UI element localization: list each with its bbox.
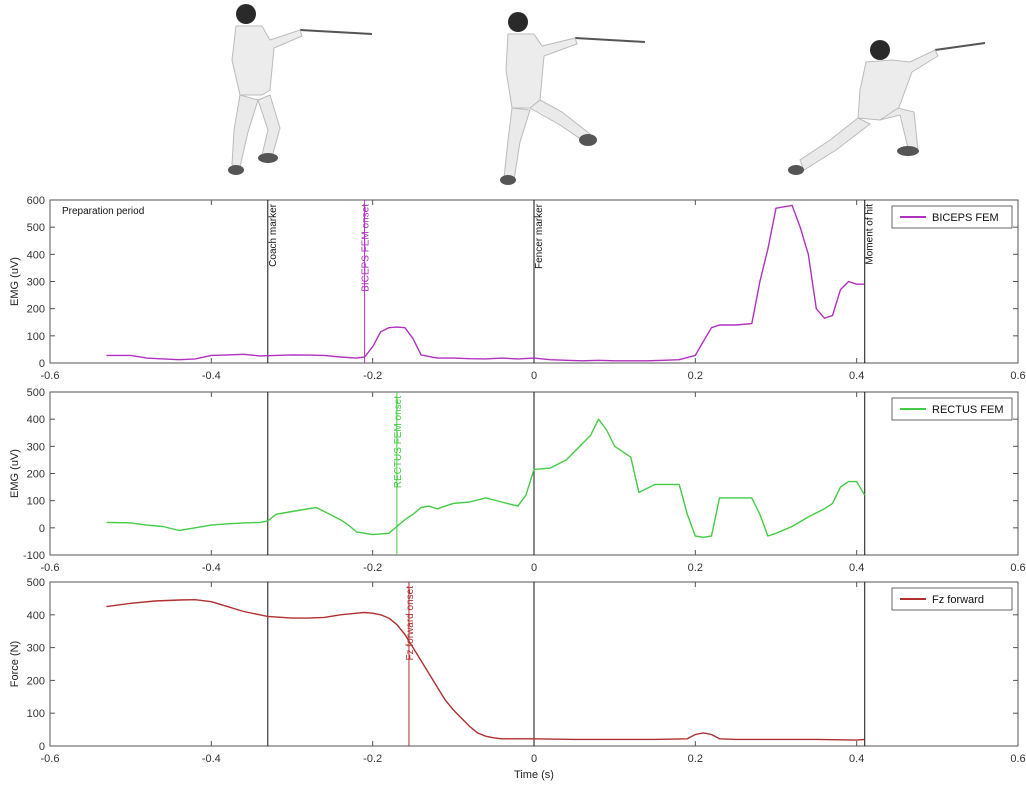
y-tick-label: 0 xyxy=(39,358,45,370)
x-tick-label: 0 xyxy=(531,562,537,574)
x-tick-label: 0.2 xyxy=(688,370,703,382)
series-line-fz-forward xyxy=(106,599,865,741)
x-tick-label: -0.4 xyxy=(202,562,221,574)
onset-marker-label: BICEPS FEM onset xyxy=(361,204,372,292)
x-tick-label: -0.2 xyxy=(363,753,382,765)
series-line-rectus-fem xyxy=(106,418,866,538)
x-tick-label: -0.4 xyxy=(202,370,221,382)
x-tick-label: 0.2 xyxy=(688,562,703,574)
legend-box xyxy=(891,397,1013,421)
fencer-pose-launch xyxy=(500,12,646,185)
x-tick-label: 0.4 xyxy=(849,370,864,382)
event-marker-label: Moment of hit xyxy=(865,204,876,265)
x-tick-label: 0.2 xyxy=(688,753,703,765)
y-tick-label: 400 xyxy=(27,414,45,426)
legend-entry: RECTUS FEM xyxy=(932,404,1004,416)
y-tick-label: 300 xyxy=(27,643,45,655)
y-tick-label: 300 xyxy=(27,441,45,453)
series-line-biceps-fem xyxy=(106,204,865,362)
y-tick-label: 500 xyxy=(27,222,45,234)
y-axis-label: EMG (uV) xyxy=(9,257,21,306)
x-tick-label: 0.6 xyxy=(1010,370,1025,382)
x-tick-label: 0.6 xyxy=(1010,562,1025,574)
y-axis-label: EMG (uV) xyxy=(9,449,21,498)
y-tick-label: 300 xyxy=(27,277,45,289)
x-tick-label: -0.6 xyxy=(41,562,60,574)
y-tick-label: 500 xyxy=(27,387,45,399)
y-tick-label: -100 xyxy=(23,550,45,562)
y-tick-label: 100 xyxy=(27,708,45,720)
x-tick-label: -0.6 xyxy=(41,753,60,765)
y-tick-label: 600 xyxy=(27,195,45,207)
y-tick-label: 0 xyxy=(39,741,45,753)
x-tick-label: -0.2 xyxy=(363,370,382,382)
y-tick-label: 500 xyxy=(27,577,45,589)
legend-box xyxy=(891,587,1013,611)
fencer-pose-en-garde xyxy=(228,4,373,175)
y-tick-label: 0 xyxy=(39,523,45,535)
y-tick-label: 100 xyxy=(27,331,45,343)
event-marker-label: Coach marker xyxy=(268,203,279,266)
onset-marker-label: Fz forward onset xyxy=(405,586,416,661)
legend-entry: Fz forward xyxy=(932,594,984,606)
x-tick-label: 0 xyxy=(531,753,537,765)
x-tick-label: 0.4 xyxy=(849,753,864,765)
legend-box xyxy=(891,205,1013,229)
y-tick-label: 400 xyxy=(27,610,45,622)
x-tick-label: -0.6 xyxy=(41,370,60,382)
y-tick-label: 100 xyxy=(27,496,45,508)
fencer-photo-strip xyxy=(228,4,986,185)
y-tick-label: 200 xyxy=(27,675,45,687)
x-tick-label: -0.2 xyxy=(363,562,382,574)
y-tick-label: 400 xyxy=(27,249,45,261)
fencer-pose-lunge xyxy=(788,40,986,175)
y-axis-label: Force (N) xyxy=(9,641,21,687)
y-tick-label: 200 xyxy=(27,469,45,481)
x-axis-label: Time (s) xyxy=(514,769,554,781)
x-tick-label: -0.4 xyxy=(202,753,221,765)
y-tick-label: 200 xyxy=(27,304,45,316)
legend-entry: BICEPS FEM xyxy=(932,212,999,224)
x-tick-label: 0 xyxy=(531,370,537,382)
event-marker-label: Fencer marker xyxy=(534,203,545,269)
x-tick-label: 0.6 xyxy=(1010,753,1025,765)
x-tick-label: 0.4 xyxy=(849,562,864,574)
panel-annotation: Preparation period xyxy=(62,206,144,217)
onset-marker-label: RECTUS FEM onset xyxy=(393,396,404,488)
